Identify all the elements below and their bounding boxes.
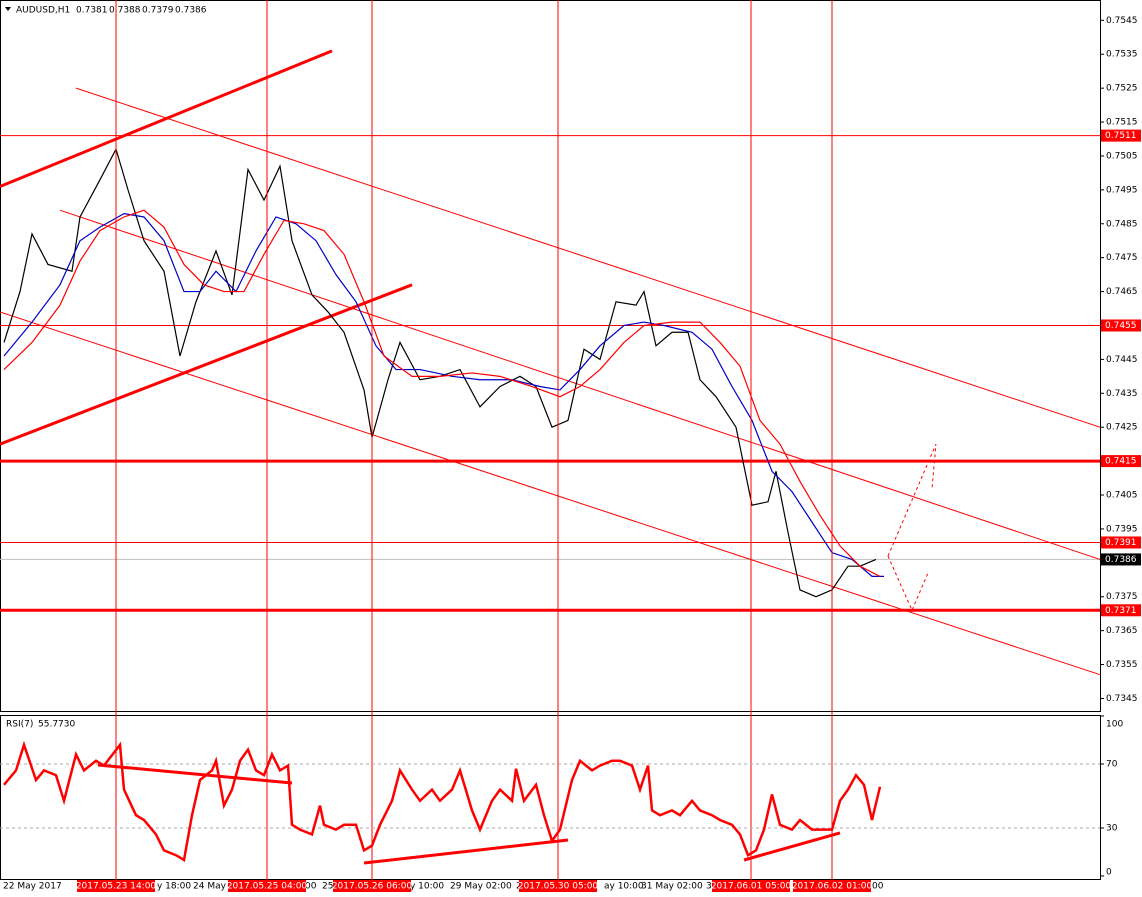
x-tick-label: 29 May 02:00 [450,882,512,892]
level-label-box [1101,455,1141,468]
y-tick-label: 0.7445 [1106,355,1138,365]
ohlc-value: 0.7388 [109,6,141,16]
level-label: 0.7371 [1105,606,1137,616]
level-label: 0.7455 [1105,321,1137,331]
time-marker-box [793,880,871,892]
time-marker-label: 2017.06.02 01:00 [792,882,873,892]
time-marker-box [77,880,155,892]
time-marker-label: 2017.05.23 14:00 [76,882,157,892]
y-tick-label: 0.7535 [1106,50,1138,60]
level-label-box [1101,536,1141,549]
trend-line [363,838,569,865]
trend-line [59,209,1101,560]
y-tick-label: 0.7435 [1106,389,1138,399]
bid-label-box [1101,553,1141,566]
level-label: 0.7391 [1105,538,1137,548]
time-marker-box [333,880,411,892]
series-line [3,147,877,598]
y-tick-label: 0.7375 [1106,592,1138,602]
y-tick-label: 30 [1106,824,1118,834]
x-tick-label: 00 [872,882,884,892]
time-marker-label: 2017.05.30 05:00 [518,882,599,892]
trend-line [97,763,293,785]
y-tick-label: 0 [1106,868,1112,878]
time-marker-box [228,880,306,892]
x-tick-label: 22 May 2017 [3,882,62,892]
time-marker-label: 2017.05.26 06:00 [332,882,413,892]
x-tick-label: y 10:00 [410,882,444,892]
y-tick-label: 0.7505 [1106,151,1138,161]
time-marker-label: 2017.05.25 04:00 [227,882,308,892]
y-tick-label: 0.7485 [1106,219,1138,229]
x-tick-label: 25 [322,882,333,892]
time-marker-box [519,880,597,892]
x-tick-label: 24 May [193,882,227,892]
x-tick-label: 3 [706,882,712,892]
y-tick-label: 0.7545 [1106,16,1138,26]
x-tick-label: 00 [305,882,317,892]
projection [887,443,937,557]
chart-title: AUDUSD,H1 [16,6,70,16]
y-tick-label: 0.7525 [1106,84,1138,94]
x-tick-label: 2 [516,882,522,892]
series-line [3,209,881,577]
bid-label: 0.7386 [1105,555,1137,565]
level-label-box [1101,319,1141,332]
menu-triangle[interactable] [5,7,11,11]
trend-line [75,87,1101,428]
y-tick-label: 0.7395 [1106,524,1138,534]
price-pane-border [0,0,1101,712]
y-tick-label: 0.7405 [1106,491,1138,501]
y-tick-label: 0.7365 [1106,626,1138,636]
rsi-title: RSI(7) [6,720,33,730]
level-label: 0.7415 [1105,457,1137,467]
x-tick-label: 31 May 02:00 [641,882,703,892]
y-tick-label: 0.7515 [1106,118,1138,128]
level-label: 0.7511 [1105,131,1137,141]
y-tick-label: 70 [1106,760,1118,770]
rsi-pane-border [0,715,1101,880]
time-marker-label: 2017.06.01 05:00 [711,882,792,892]
y-tick-label: 0.7465 [1106,287,1138,297]
rsi-value: 55.7730 [38,720,75,730]
y-tick-label: 0.7355 [1106,660,1138,670]
level-label-box [1101,129,1141,142]
x-tick-label: y 18:00 [157,882,191,892]
y-tick-label: 0.7495 [1106,185,1138,195]
ohlc-value: 0.7379 [142,6,174,16]
y-tick-label: 0.7425 [1106,423,1138,433]
y-tick-label: 0.7475 [1106,253,1138,263]
x-tick-label: ay 10:00 [604,882,644,892]
trend-line [0,49,333,188]
time-marker-box [712,880,790,892]
y-tick-label: 100 [1106,720,1123,730]
ohlc-value: 0.7386 [175,6,207,16]
series-line [3,212,884,577]
y-tick-label: 0.7345 [1106,694,1138,704]
ohlc-value: 0.7381 [76,6,108,16]
trend-line [0,283,413,446]
level-label-box [1101,604,1141,617]
projection [887,555,929,612]
series-line [3,740,882,863]
trend-line [743,831,841,862]
